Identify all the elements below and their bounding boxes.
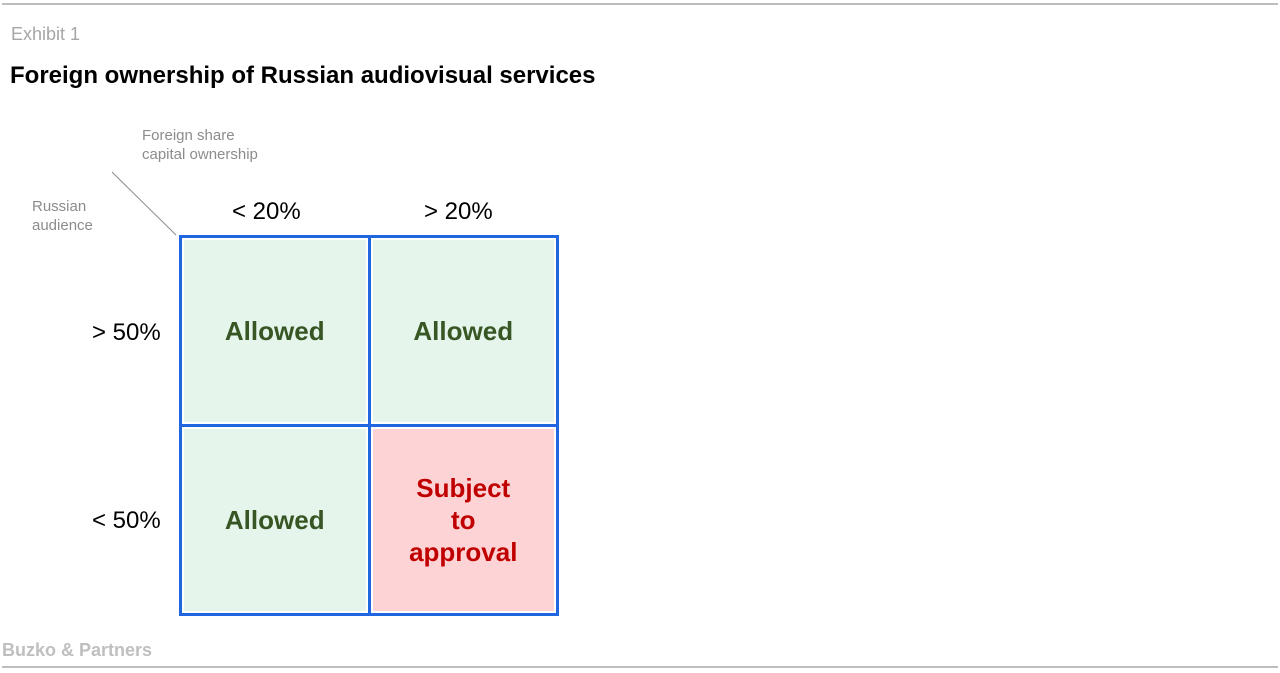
row-axis-label: Russian audience bbox=[32, 198, 93, 234]
diagonal-divider-line bbox=[111, 171, 177, 236]
row-header-gt50: > 50% bbox=[92, 319, 161, 346]
cell-allowed: Allowed bbox=[370, 238, 556, 424]
column-header-gt20: > 20% bbox=[424, 198, 493, 225]
column-axis-label: Foreign share capital ownership bbox=[142, 127, 258, 163]
cell-allowed: Allowed bbox=[182, 238, 368, 424]
column-header-lt20: < 20% bbox=[232, 198, 301, 225]
ownership-matrix: Allowed Allowed Allowed Subject to appro… bbox=[179, 235, 559, 616]
cell-allowed: Allowed bbox=[182, 427, 368, 613]
exhibit-label: Exhibit 1 bbox=[11, 24, 81, 44]
top-rule bbox=[2, 3, 1278, 5]
cell-subject-to-approval: Subject to approval bbox=[370, 427, 556, 613]
footer-source: Buzko & Partners bbox=[2, 640, 153, 660]
row-header-lt50: < 50% bbox=[92, 507, 161, 534]
page-title: Foreign ownership of Russian audiovisual… bbox=[10, 62, 596, 89]
bottom-rule bbox=[2, 666, 1278, 668]
